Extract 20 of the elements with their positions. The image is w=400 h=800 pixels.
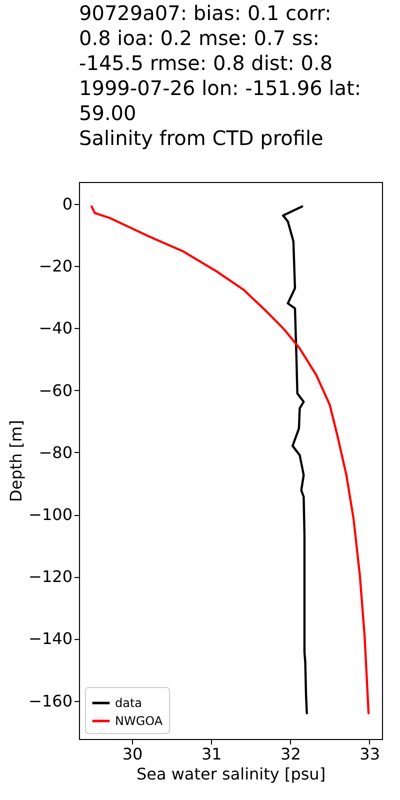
y-tick-label: −100 xyxy=(28,505,72,524)
x-axis-title: Sea water salinity [psu] xyxy=(136,764,326,784)
line-series xyxy=(282,205,308,714)
y-tick-label: −20 xyxy=(38,256,72,276)
chart-title: 90729a07: bias: 0.1 corr: 0.8 ioa: 0.2 mse: 0.7 ss: -145.5 rmse: 0.8 dist: 0.8 1999-07-26 lon: -151.96 lat: 59.00 Salinity from CTD profile xyxy=(79,1,362,150)
y-tick-label: −140 xyxy=(28,629,72,648)
line-series xyxy=(90,205,370,714)
y-tick-label: −160 xyxy=(28,691,72,710)
y-tick-label: −120 xyxy=(28,567,72,586)
y-axis-title: Depth [m] xyxy=(6,420,26,502)
y-tick-label: −40 xyxy=(38,318,72,338)
x-tick-label: 32 xyxy=(280,744,301,764)
x-tick-label: 31 xyxy=(201,744,222,764)
x-tick-label: 33 xyxy=(360,744,380,764)
legend-label: data xyxy=(115,696,142,710)
y-tick-label: −60 xyxy=(38,380,72,400)
y-tick-label: −80 xyxy=(38,442,72,462)
y-tick-label: 0 xyxy=(62,194,72,214)
legend-label: NWGOA xyxy=(115,714,164,728)
x-tick-label: 30 xyxy=(122,744,143,764)
